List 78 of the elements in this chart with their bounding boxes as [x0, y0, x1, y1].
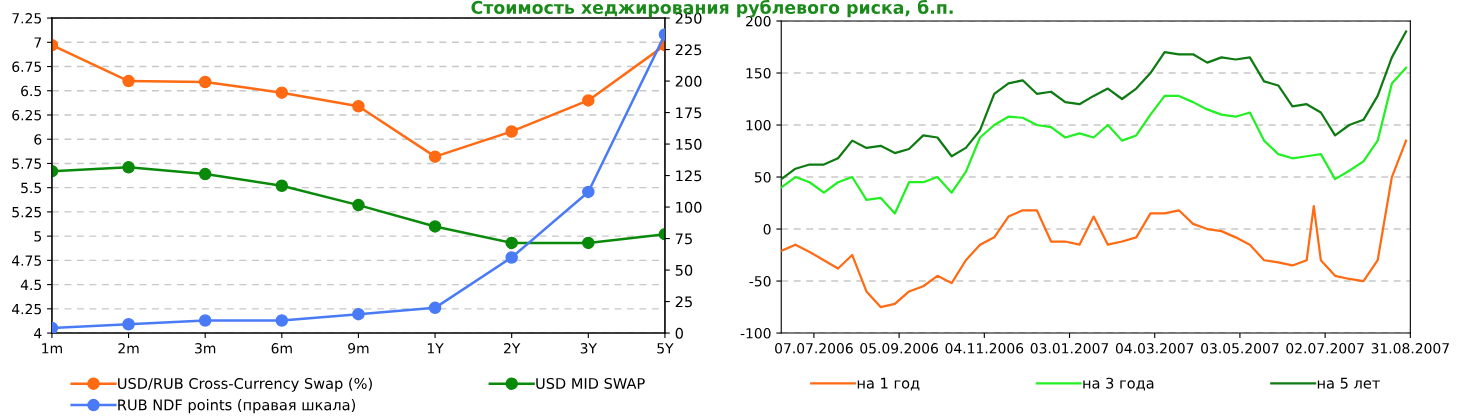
- y-tick-label: 5.75: [12, 158, 41, 169]
- point: [352, 307, 365, 321]
- y-tick-label: 200: [746, 15, 771, 27]
- y-tick-label: -100: [740, 328, 771, 339]
- point: [275, 86, 289, 99]
- x-tick-label: 31.08.2007: [1371, 343, 1449, 354]
- point: [505, 251, 518, 264]
- x-tick-label: 02.07.2007: [1286, 343, 1364, 354]
- point: [428, 301, 442, 315]
- x-tick-label: 2Y: [504, 343, 521, 354]
- y-tick-label: 4: [34, 328, 42, 339]
- y-tick-label: 7: [34, 37, 42, 48]
- legend-label: USD MID SWAP: [536, 377, 645, 389]
- point: [505, 236, 518, 250]
- y-tick-label: 6.25: [12, 109, 41, 121]
- x-tick-label: 5Y: [657, 343, 674, 354]
- y2-tick-label: 225: [675, 44, 702, 56]
- x-tick-label: 05.09.2006: [860, 343, 938, 354]
- point: [275, 314, 289, 327]
- point: [122, 317, 135, 331]
- x-tick-label: 1Y: [427, 343, 444, 354]
- y-tick-label: 0: [763, 224, 771, 235]
- x-tick-label: 9m: [348, 343, 369, 354]
- point: [198, 314, 212, 327]
- y-tick-label: 6.75: [12, 61, 41, 72]
- y2-tick-label: 25: [675, 296, 692, 308]
- point: [352, 198, 365, 212]
- y-tick-label: -50: [749, 276, 771, 287]
- y2-tick-label: 200: [675, 75, 702, 87]
- x-tick-label: 6m: [271, 343, 292, 354]
- y-tick-label: 6: [34, 134, 42, 145]
- legend-label: на 5 лет: [1317, 377, 1380, 389]
- x-tick-label: 03.01.2007: [1030, 343, 1109, 354]
- legend-label: USD/RUB Cross-Currency Swap (%): [118, 377, 372, 392]
- x-tick-label: 04.11.2006: [945, 343, 1024, 354]
- y-tick-label: 5: [34, 231, 41, 242]
- y2-tick-label: 50: [675, 264, 693, 276]
- y-tick-label: 5.5: [21, 182, 41, 194]
- x-tick-label: 3Y: [580, 343, 597, 354]
- y-tick-label: 4.75: [11, 255, 41, 266]
- line-series: [781, 66, 1408, 215]
- line-series: [781, 139, 1408, 309]
- x-tick-label: 04.03.2007: [1115, 343, 1194, 354]
- y2-tick-label: 125: [676, 170, 702, 182]
- point: [352, 100, 365, 113]
- y-tick-label: 6.5: [21, 85, 41, 97]
- point: [198, 167, 212, 181]
- y-tick-label: 150: [746, 67, 771, 79]
- y2-tick-label: 100: [676, 201, 702, 213]
- x-tick-label: 1m: [42, 343, 62, 354]
- point: [582, 94, 595, 107]
- legend-label: на 1 год: [857, 377, 920, 391]
- x-tick-label: 07.07.2006: [775, 343, 853, 354]
- y-tick-label: 4.5: [20, 279, 41, 291]
- x-tick-label: 2m: [118, 343, 139, 354]
- y2-tick-label: 175: [676, 107, 702, 119]
- y-tick-label: 50: [754, 172, 771, 183]
- point: [428, 150, 442, 163]
- point: [122, 74, 135, 88]
- point: [505, 125, 518, 138]
- line-series: [781, 30, 1408, 181]
- y-tick-label: 7.25: [12, 13, 41, 24]
- legend-label: RUB NDF points (правая шкала): [118, 399, 356, 414]
- point: [122, 161, 135, 174]
- point: [275, 179, 289, 192]
- point: [582, 236, 595, 250]
- y-tick-label: 5.25: [12, 206, 41, 218]
- point: [582, 185, 595, 199]
- y2-tick-label: 150: [676, 138, 702, 150]
- y-tick-label: 100: [746, 119, 771, 131]
- point: [198, 75, 212, 89]
- y-tick-label: 4.25: [11, 303, 41, 315]
- x-tick-label: 03.05.2007: [1201, 343, 1279, 354]
- legend-label: на 3 года: [1083, 377, 1154, 391]
- y2-tick-label: 0: [675, 327, 683, 339]
- y2-tick-label: 75: [675, 233, 692, 245]
- x-tick-label: 3m: [195, 343, 216, 354]
- point: [428, 220, 442, 233]
